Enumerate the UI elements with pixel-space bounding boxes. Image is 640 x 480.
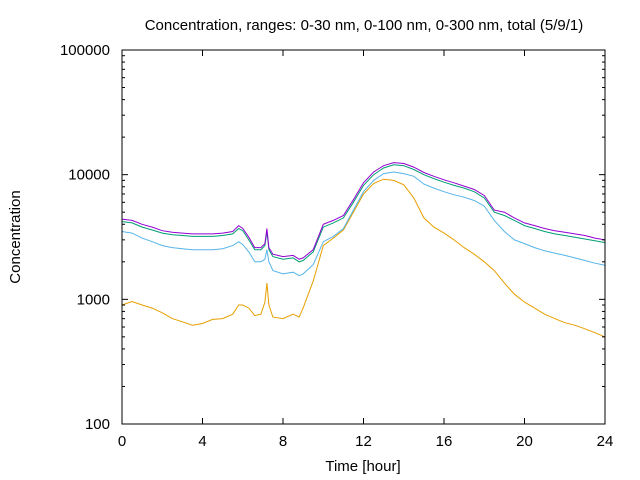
- series-line-0: [121, 178, 606, 338]
- plot-frame: [121, 49, 606, 425]
- chart-title: Concentration, ranges: 0-30 nm, 0-100 nm…: [145, 17, 584, 34]
- y-tick-label: 100000: [60, 42, 110, 59]
- x-tick-label: 12: [355, 433, 372, 450]
- x-axis-label: Time [hour]: [325, 458, 400, 475]
- series-line-1: [121, 171, 606, 277]
- y-tick-label: 1000: [77, 291, 110, 308]
- y-axis-label: Concentration: [7, 190, 24, 283]
- x-tick-label: 24: [597, 433, 614, 450]
- x-tick-label: 8: [279, 433, 287, 450]
- x-tick-label: 20: [516, 433, 533, 450]
- x-tick-label: 4: [198, 433, 206, 450]
- y-tick-label: 100: [85, 416, 110, 433]
- x-tick-label: 0: [118, 433, 126, 450]
- series-line-2: [121, 164, 606, 263]
- series-layer: [121, 162, 606, 338]
- y-axis-ticks: 100 1000 10000 100000: [60, 42, 605, 433]
- x-axis-ticks: 0 4 8 12 16 20 24: [118, 50, 614, 450]
- x-tick-label: 16: [436, 433, 453, 450]
- y-tick-label: 10000: [68, 167, 110, 184]
- series-line-3: [121, 162, 606, 260]
